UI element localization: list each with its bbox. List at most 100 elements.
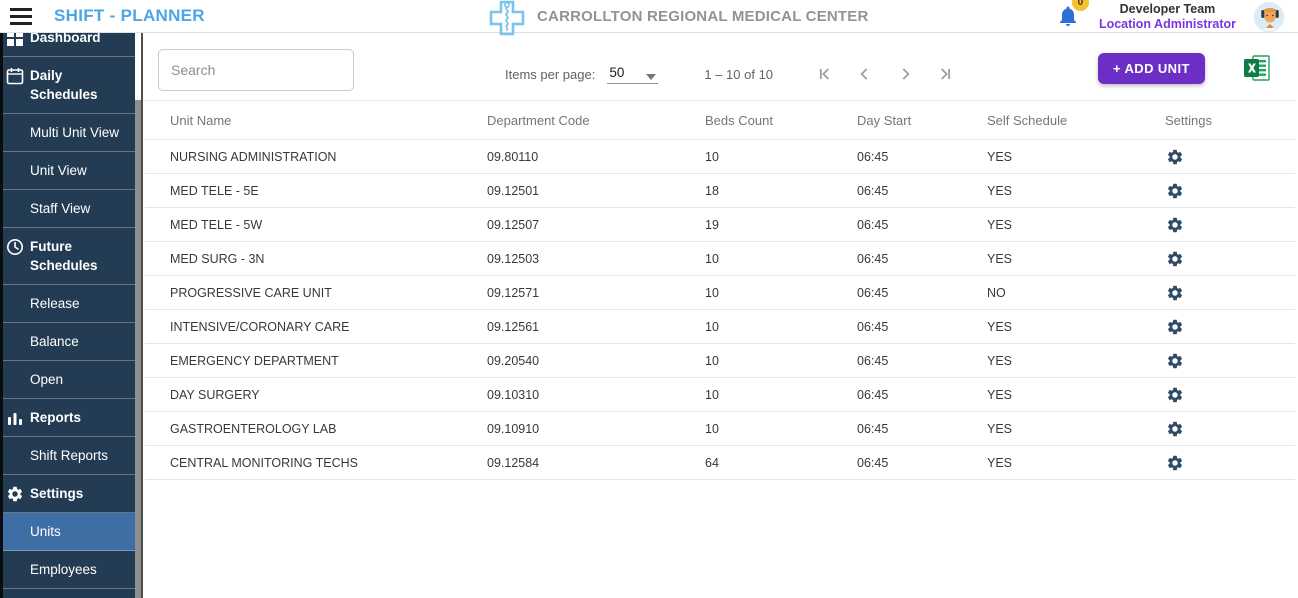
sidebar-item-label: Dashboard bbox=[30, 33, 101, 45]
sidebar-item-employees[interactable]: Employees bbox=[0, 551, 135, 589]
cell-beds-count: 10 bbox=[705, 285, 719, 300]
user-avatar[interactable] bbox=[1254, 1, 1284, 32]
row-settings-gear-icon[interactable] bbox=[1165, 181, 1185, 201]
row-settings-gear-icon[interactable] bbox=[1165, 317, 1185, 337]
column-header-department-code: Department Code bbox=[487, 112, 590, 128]
app-title: SHIFT - PLANNER bbox=[54, 6, 205, 25]
sidebar-item-label: Daily Schedules bbox=[30, 68, 98, 102]
notifications-bell-icon[interactable]: 0 bbox=[1055, 0, 1089, 30]
row-settings-gear-icon[interactable] bbox=[1165, 419, 1185, 439]
menu-icon[interactable] bbox=[10, 5, 36, 27]
cell-unit-name: GASTROENTEROLOGY LAB bbox=[170, 421, 337, 436]
row-settings-gear-icon[interactable] bbox=[1165, 215, 1185, 235]
cell-beds-count: 10 bbox=[705, 319, 719, 334]
sidebar-item-label: Balance bbox=[30, 334, 79, 349]
cell-self-schedule: YES bbox=[987, 387, 1013, 402]
cell-day-start: 06:45 bbox=[857, 149, 889, 164]
sidebar-scrollbar[interactable] bbox=[135, 33, 141, 598]
sidebar-item-label: Future Schedules bbox=[30, 239, 98, 273]
cell-department-code: 09.12507 bbox=[487, 217, 540, 232]
items-per-page-select[interactable]: 50 bbox=[607, 65, 659, 84]
cell-beds-count: 10 bbox=[705, 421, 719, 436]
user-menu[interactable]: Developer Team Location Administrator bbox=[1099, 2, 1236, 32]
sidebar: Dashboard Daily Schedules Multi Unit Vie… bbox=[0, 33, 135, 598]
previous-page-icon[interactable] bbox=[845, 61, 885, 87]
app-header: SHIFT - PLANNER CARROLLTON REGIONAL MEDI… bbox=[0, 0, 1298, 35]
org-branding: CARROLLTON REGIONAL MEDICAL CENTER bbox=[487, 0, 869, 35]
cell-department-code: 09.12571 bbox=[487, 285, 540, 300]
cell-day-start: 06:45 bbox=[857, 387, 889, 402]
row-settings-gear-icon[interactable] bbox=[1165, 351, 1185, 371]
table-row: NURSING ADMINISTRATION 09.80110 10 06:45… bbox=[145, 140, 1295, 174]
sidebar-item-label: Open bbox=[30, 372, 64, 387]
cell-beds-count: 10 bbox=[705, 149, 719, 164]
sidebar-item-future-schedules[interactable]: Future Schedules bbox=[0, 228, 135, 285]
sidebar-item-reports[interactable]: Reports bbox=[0, 399, 135, 437]
sidebar-item-open[interactable]: Open bbox=[0, 361, 135, 399]
bar-chart-icon bbox=[8, 413, 22, 425]
search-input[interactable] bbox=[158, 49, 354, 91]
cell-day-start: 06:45 bbox=[857, 183, 889, 198]
sidebar-item-settings[interactable]: Settings bbox=[0, 475, 135, 513]
row-settings-gear-icon[interactable] bbox=[1165, 453, 1185, 473]
cell-beds-count: 18 bbox=[705, 183, 719, 198]
sidebar-item-balance[interactable]: Balance bbox=[0, 323, 135, 361]
sidebar-item-daily-schedules[interactable]: Daily Schedules bbox=[0, 57, 135, 114]
table-row: INTENSIVE/CORONARY CARE 09.12561 10 06:4… bbox=[145, 310, 1295, 344]
cell-unit-name: INTENSIVE/CORONARY CARE bbox=[170, 319, 350, 334]
sidebar-item-label: Unit View bbox=[30, 163, 87, 178]
sidebar-item-units[interactable]: Units bbox=[0, 513, 135, 551]
column-header-settings: Settings bbox=[1165, 112, 1212, 128]
sidebar-item-label: Shift Reports bbox=[30, 448, 109, 463]
cell-self-schedule: YES bbox=[987, 353, 1013, 368]
cell-department-code: 09.20540 bbox=[487, 353, 540, 368]
table-row: PROGRESSIVE CARE UNIT 09.12571 10 06:45 … bbox=[145, 276, 1295, 310]
table-header-row: Unit Name Department Code Beds Count Day… bbox=[145, 100, 1295, 140]
cell-beds-count: 10 bbox=[705, 353, 719, 368]
cell-department-code: 09.12561 bbox=[487, 319, 540, 334]
clock-icon bbox=[7, 239, 23, 255]
cell-day-start: 06:45 bbox=[857, 319, 889, 334]
sidebar-scrollbar-thumb[interactable] bbox=[135, 100, 141, 598]
cell-self-schedule: YES bbox=[987, 319, 1013, 334]
cell-self-schedule: YES bbox=[987, 183, 1013, 198]
row-settings-gear-icon[interactable] bbox=[1165, 249, 1185, 269]
table-row: MED TELE - 5E 09.12501 18 06:45 YES bbox=[145, 174, 1295, 208]
table-row: EMERGENCY DEPARTMENT 09.20540 10 06:45 Y… bbox=[145, 344, 1295, 378]
cell-beds-count: 64 bbox=[705, 455, 719, 470]
table-row: DAY SURGERY 09.10310 10 06:45 YES bbox=[145, 378, 1295, 412]
row-settings-gear-icon[interactable] bbox=[1165, 147, 1185, 167]
sidebar-item-staff-view[interactable]: Staff View bbox=[0, 190, 135, 228]
last-page-icon[interactable] bbox=[925, 61, 965, 87]
cell-self-schedule: YES bbox=[987, 149, 1013, 164]
calendar-icon bbox=[6, 68, 24, 85]
sidebar-item-label: Reports bbox=[30, 410, 82, 425]
sidebar-item-multi-unit-view[interactable]: Multi Unit View bbox=[0, 114, 135, 152]
column-header-self-schedule: Self Schedule bbox=[987, 112, 1068, 128]
cell-unit-name: EMERGENCY DEPARTMENT bbox=[170, 353, 339, 368]
sidebar-item-unit-view[interactable]: Unit View bbox=[0, 152, 135, 190]
dashboard-icon bbox=[7, 33, 23, 46]
column-header-beds-count: Beds Count bbox=[705, 112, 773, 128]
sidebar-item-shift-reports[interactable]: Shift Reports bbox=[0, 437, 135, 475]
sidebar-item-dashboard[interactable]: Dashboard bbox=[0, 33, 135, 57]
row-settings-gear-icon[interactable] bbox=[1165, 385, 1185, 405]
cell-self-schedule: YES bbox=[987, 251, 1013, 266]
row-settings-gear-icon[interactable] bbox=[1165, 283, 1185, 303]
add-unit-button[interactable]: + ADD UNIT bbox=[1098, 53, 1205, 84]
cell-day-start: 06:45 bbox=[857, 251, 889, 266]
column-header-unit-name: Unit Name bbox=[170, 112, 232, 128]
table-row: CENTRAL MONITORING TECHS 09.12584 64 06:… bbox=[145, 446, 1295, 480]
first-page-icon[interactable] bbox=[805, 61, 845, 87]
user-name: Developer Team bbox=[1119, 1, 1216, 16]
cell-department-code: 09.10310 bbox=[487, 387, 540, 402]
sidebar-item-label: Multi Unit View bbox=[30, 125, 120, 140]
cell-unit-name: PROGRESSIVE CARE UNIT bbox=[170, 285, 332, 300]
next-page-icon[interactable] bbox=[885, 61, 925, 87]
table-row: MED SURG - 3N 09.12503 10 06:45 YES bbox=[145, 242, 1295, 276]
cell-day-start: 06:45 bbox=[857, 217, 889, 232]
org-name: CARROLLTON REGIONAL MEDICAL CENTER bbox=[537, 8, 869, 25]
cell-self-schedule: YES bbox=[987, 421, 1013, 436]
sidebar-item-release[interactable]: Release bbox=[0, 285, 135, 323]
excel-export-icon[interactable] bbox=[1243, 54, 1271, 82]
